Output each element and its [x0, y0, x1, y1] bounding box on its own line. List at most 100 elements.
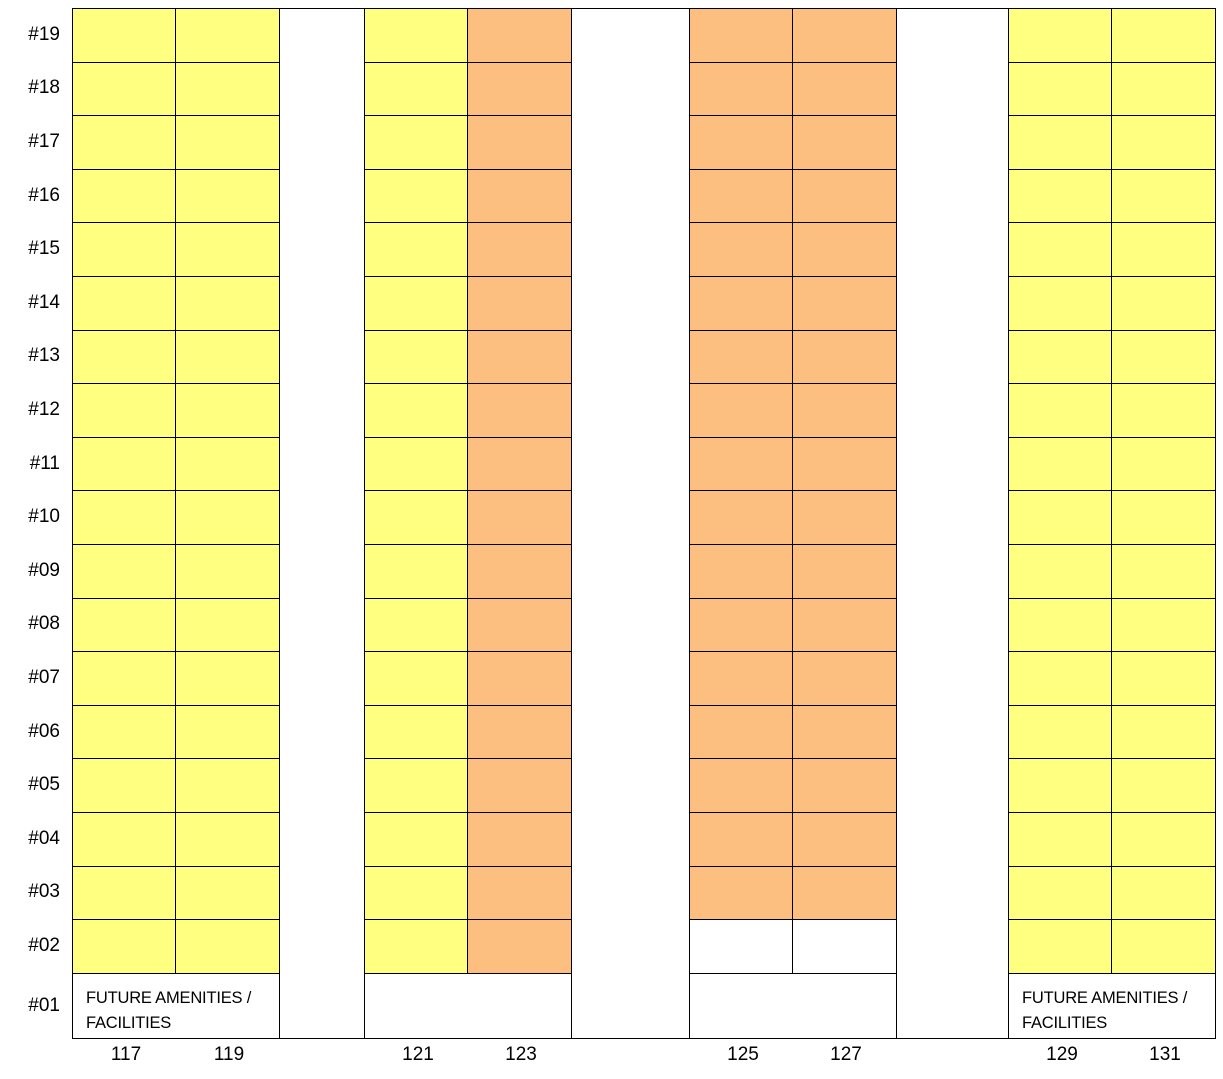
unit-cell — [792, 115, 897, 170]
unit-cell — [1008, 329, 1113, 385]
unit-cell — [364, 61, 469, 117]
unit-cell — [175, 651, 280, 706]
floor-label: #15 — [28, 238, 60, 260]
unit-cell — [792, 544, 897, 599]
unit-cell — [175, 8, 280, 63]
unit-cell — [364, 758, 469, 813]
unit-cell — [364, 597, 469, 653]
unit-cell — [1008, 436, 1113, 492]
ground-floor-cell — [689, 972, 897, 1039]
unit-cell — [364, 490, 469, 545]
floor-label: #08 — [28, 613, 60, 635]
unit-cell — [1008, 222, 1113, 277]
unit-cell — [467, 276, 572, 331]
unit-cell — [175, 276, 280, 331]
unit-cell — [467, 383, 572, 438]
unit-cell — [689, 704, 794, 760]
unit-cell — [72, 8, 177, 63]
floor-label: #02 — [28, 935, 60, 956]
unit-cell — [467, 651, 572, 706]
unit-cell — [1008, 704, 1113, 760]
unit-cell — [689, 597, 794, 653]
unit-cell — [792, 865, 897, 921]
unit-cell — [1008, 812, 1113, 867]
unit-cell — [1008, 8, 1113, 63]
floor-label: #10 — [28, 506, 60, 528]
ground-floor-cell: FUTURE AMENITIES / FACILITIES — [1008, 972, 1216, 1039]
unit-cell — [1008, 651, 1113, 706]
unit-cell — [467, 436, 572, 492]
floor-label: #11 — [29, 452, 60, 474]
unit-cell — [364, 704, 469, 760]
unit-cell — [792, 222, 897, 277]
unit-cell — [175, 222, 280, 277]
unit-cell — [1111, 704, 1216, 760]
floor-label: #17 — [28, 131, 60, 152]
unit-cell — [1008, 276, 1113, 331]
unit-cell — [1111, 919, 1216, 974]
floor-label: #04 — [28, 827, 60, 849]
unit-cell — [1111, 115, 1216, 170]
unit-cell — [792, 8, 897, 63]
unit-cell — [364, 8, 469, 63]
unit-cell — [792, 758, 897, 813]
unit-cell — [467, 597, 572, 653]
unit-cell — [689, 115, 794, 170]
unit-cell — [689, 490, 794, 545]
unit-cell — [72, 704, 177, 760]
unit-cell — [689, 436, 794, 492]
unit-cell — [689, 651, 794, 706]
unit-cell — [1008, 115, 1113, 170]
unit-cell — [689, 383, 794, 438]
unit-cell — [792, 436, 897, 492]
stack-label: 119 — [213, 1044, 245, 1065]
unit-cell — [792, 276, 897, 331]
unit-cell — [364, 919, 469, 974]
floor-label: #18 — [28, 77, 60, 99]
unit-cell — [175, 758, 280, 813]
unit-cell — [467, 544, 572, 599]
ground-floor-note: FUTURE AMENITIES / FACILITIES — [1022, 988, 1188, 1032]
unit-cell — [689, 222, 794, 277]
unit-cell — [689, 329, 794, 385]
unit-cell — [175, 812, 280, 867]
unit-cell — [689, 276, 794, 331]
floor-label: #13 — [28, 345, 60, 367]
unit-cell — [1111, 865, 1216, 921]
floor-label: #19 — [28, 23, 60, 45]
unit-cell — [175, 704, 280, 760]
unit-cell — [1111, 812, 1216, 867]
ground-floor-cell: FUTURE AMENITIES / FACILITIES — [72, 972, 280, 1039]
ground-floor-cell — [364, 972, 572, 1039]
unit-cell — [689, 919, 794, 974]
unit-cell — [792, 61, 897, 117]
unit-cell — [175, 919, 280, 974]
unit-cell — [72, 329, 177, 385]
unit-cell — [364, 865, 469, 921]
unit-cell — [792, 597, 897, 653]
unit-cell — [1008, 490, 1113, 545]
unit-cell — [1111, 651, 1216, 706]
unit-cell — [1008, 919, 1113, 974]
unit-cell — [1111, 276, 1216, 331]
unit-cell — [1111, 8, 1216, 63]
unit-cell — [792, 704, 897, 760]
unit-cell — [467, 8, 572, 63]
unit-cell — [72, 222, 177, 277]
unit-cell — [364, 812, 469, 867]
unit-cell — [467, 222, 572, 277]
unit-cell — [467, 168, 572, 224]
unit-cell — [72, 597, 177, 653]
unit-cell — [1008, 865, 1113, 921]
unit-cell — [1008, 544, 1113, 599]
unit-cell — [689, 865, 794, 921]
unit-cell — [1008, 168, 1113, 224]
unit-cell — [689, 61, 794, 117]
unit-cell — [364, 383, 469, 438]
unit-cell — [72, 919, 177, 974]
unit-cell — [72, 651, 177, 706]
unit-cell — [72, 758, 177, 813]
unit-cell — [175, 329, 280, 385]
unit-cell — [1008, 758, 1113, 813]
